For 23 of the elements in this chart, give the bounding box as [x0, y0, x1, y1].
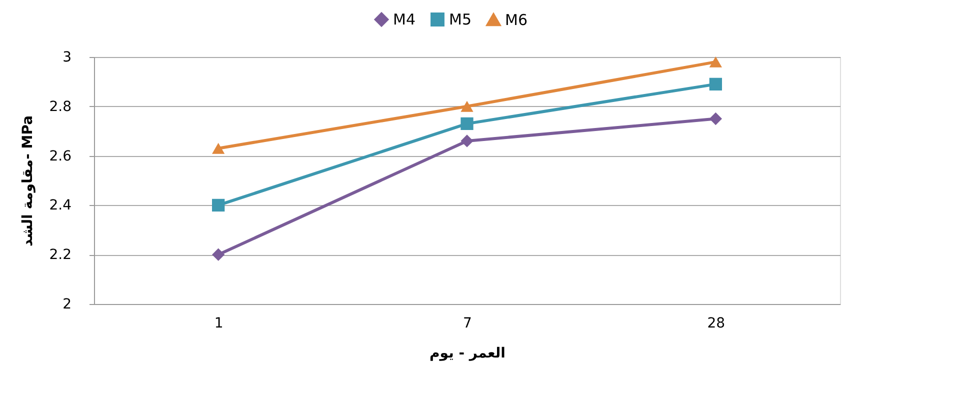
y-tick-label: 2.4	[49, 198, 72, 214]
legend-label: M5	[449, 10, 472, 29]
point	[460, 100, 474, 112]
y-tick-label: 2.2	[49, 247, 72, 264]
y-tick-label: 3	[62, 50, 72, 66]
y-axis-title: مقاومة الشد- MPa	[20, 115, 36, 247]
point	[212, 198, 225, 212]
x-tick-label: 28	[707, 316, 726, 332]
point	[709, 78, 722, 90]
point	[709, 56, 722, 68]
x-tick-label: 1	[214, 316, 224, 332]
point	[460, 134, 474, 148]
y-tick-label: 2.8	[49, 98, 72, 115]
y-tick-label: 2.6	[49, 148, 72, 164]
point	[460, 117, 474, 130]
x-axis-title: العمر - يوم	[430, 346, 506, 362]
point	[709, 112, 722, 126]
point	[212, 248, 225, 261]
point	[212, 142, 225, 154]
legend-label: M4	[393, 10, 416, 29]
x-tick-label: 7	[463, 316, 472, 332]
legend-label: M6	[505, 10, 528, 29]
y-tick-label: 2	[62, 296, 72, 312]
